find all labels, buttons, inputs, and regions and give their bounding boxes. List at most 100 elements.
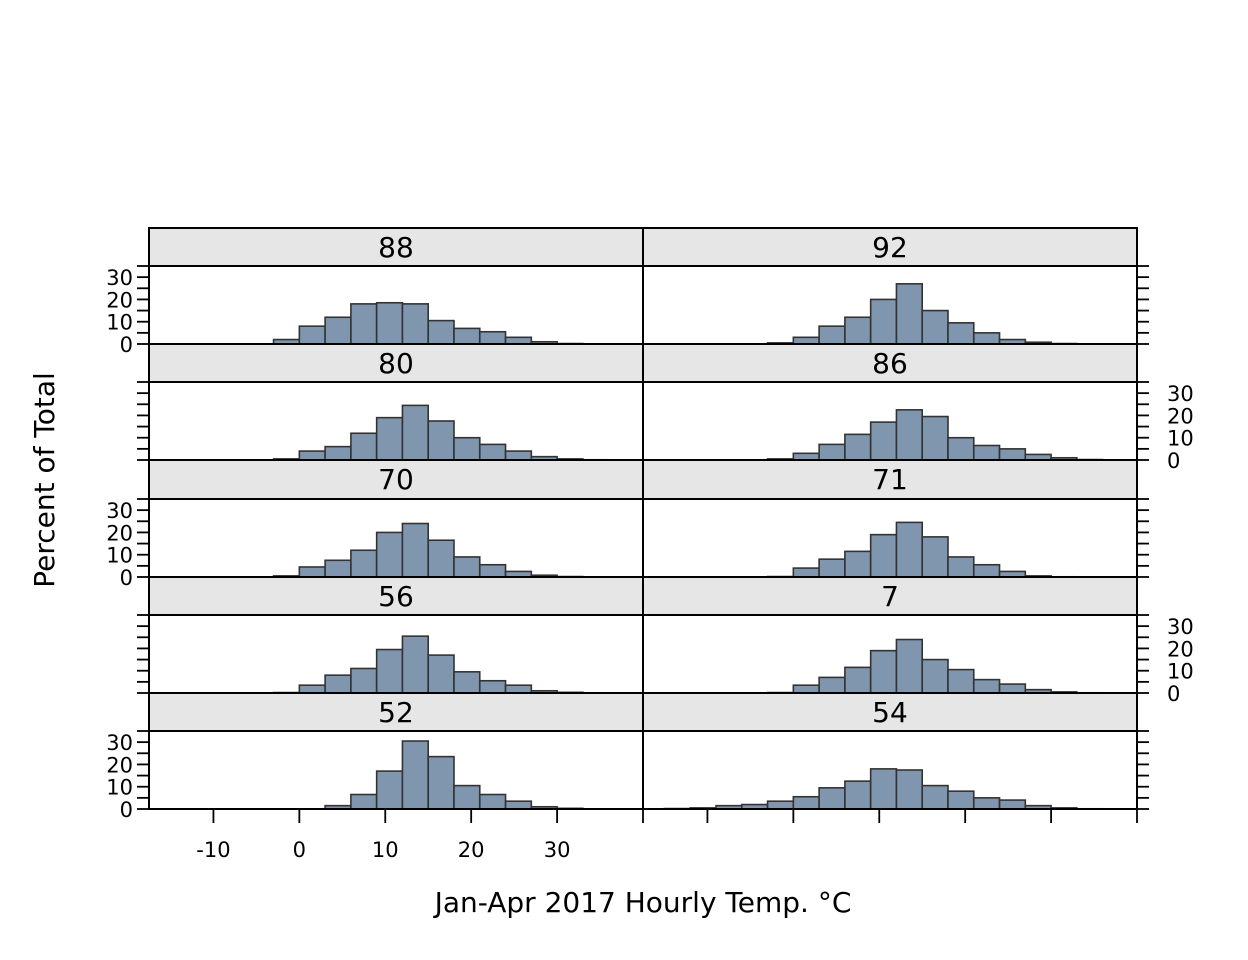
panel-strip [643,693,1137,731]
histogram-bar [998,799,1027,810]
x-tick-label: 10 [372,838,399,862]
histogram-bar [504,800,533,810]
panel-strip [149,344,643,382]
histogram-bar [401,522,430,578]
histogram-bar [895,409,924,461]
histogram-bar [869,298,898,345]
histogram-bar [947,436,975,461]
histogram-bar [972,563,1001,578]
histogram-bar [998,683,1027,694]
y-tick-label: 0 [1167,682,1180,706]
x-tick-label: 30 [544,838,571,862]
histogram-bar [818,676,846,694]
histogram-bar [453,671,481,694]
histogram-bar [478,330,507,345]
histogram-bar [818,443,846,461]
panel-88: 88 [148,227,644,345]
histogram-bar [375,648,404,694]
panel-92: 92 [642,227,1138,345]
histogram-bar [401,635,430,694]
histogram-bar [895,283,924,345]
histogram-bar [350,303,378,345]
y-tick-label: 10 [106,776,133,800]
y-tick-label: 20 [1167,404,1194,428]
histogram-bar [504,336,533,345]
x-tick-label: -10 [196,838,230,862]
histogram-bar [869,533,898,578]
panels-layer: 52 54 56 7 70 71 80 86 88 92 [148,227,1138,810]
histogram-bar [350,549,378,578]
histogram-bar [844,550,872,578]
histogram-bar [350,432,378,461]
histogram-bar [921,536,949,578]
histogram-bar [298,450,326,461]
panel-strip-label: 92 [872,231,908,264]
histogram-bar [478,679,507,694]
panel-strip-label: 88 [378,231,414,264]
panel-strip [149,693,643,731]
histogram-bar [972,332,1001,345]
histogram-bar [869,768,898,810]
histogram-bar [350,793,378,810]
histogram-bar [792,567,820,578]
histogram-bar [972,678,1001,694]
histogram-bar [427,755,455,810]
histogram-bar [453,436,481,461]
y-tick-label: 0 [1167,449,1180,473]
histogram-bar [324,445,352,461]
panel-strip-label: 86 [872,347,908,380]
histogram-bar [324,674,352,694]
histogram-bar [350,667,378,694]
histogram-bar [453,556,481,578]
panel-strip-label: 54 [872,696,908,729]
panel-56: 56 [148,576,644,694]
y-tick-label: 30 [106,499,133,523]
histogram-bar [895,769,924,810]
histogram-bar [324,316,352,345]
histogram-bar [998,448,1027,461]
histogram-bar [401,404,430,461]
panel-strip-label: 7 [881,580,899,613]
y-axis-left [137,381,149,461]
y-tick-label: 20 [106,753,133,777]
y-axis-right [1137,730,1149,810]
panel-86: 86 [642,343,1138,461]
y-tick-label: 30 [106,266,133,290]
y-tick-label: 30 [1167,615,1194,639]
x-axis-right [706,809,1138,823]
histogram-bar [818,325,846,345]
histogram-bar [504,450,533,461]
histogram-bar [766,800,795,810]
panel-strip [643,344,1137,382]
y-axis-title: Percent of Total [28,372,61,588]
histogram-bar [792,795,820,810]
y-tick-label: 0 [120,798,133,822]
histogram-bar [427,539,455,578]
histogram-bar [844,316,872,345]
histogram-bar [375,301,404,345]
y-tick-label: 30 [106,731,133,755]
histogram-bar [375,770,404,810]
histogram-bar [792,336,820,345]
panel-strip-label: 80 [378,347,414,380]
y-tick-label: 10 [106,544,133,568]
histogram-bar [453,327,481,345]
histogram-bar [375,531,404,578]
panel-strip [149,577,643,615]
panel-54: 54 [642,692,1138,810]
panel-7: 7 [642,576,1138,694]
y-tick-label: 20 [1167,637,1194,661]
histogram-bar [895,521,924,578]
histogram-bar [947,556,975,578]
y-tick-label: 20 [106,521,133,545]
histogram-bar [947,790,975,810]
histogram-bar [818,558,846,578]
histogram-bar [324,559,352,578]
histogram-bar [298,684,326,694]
panel-strip [643,577,1137,615]
x-tick-label: 0 [293,838,306,862]
histogram-bar [298,325,326,345]
